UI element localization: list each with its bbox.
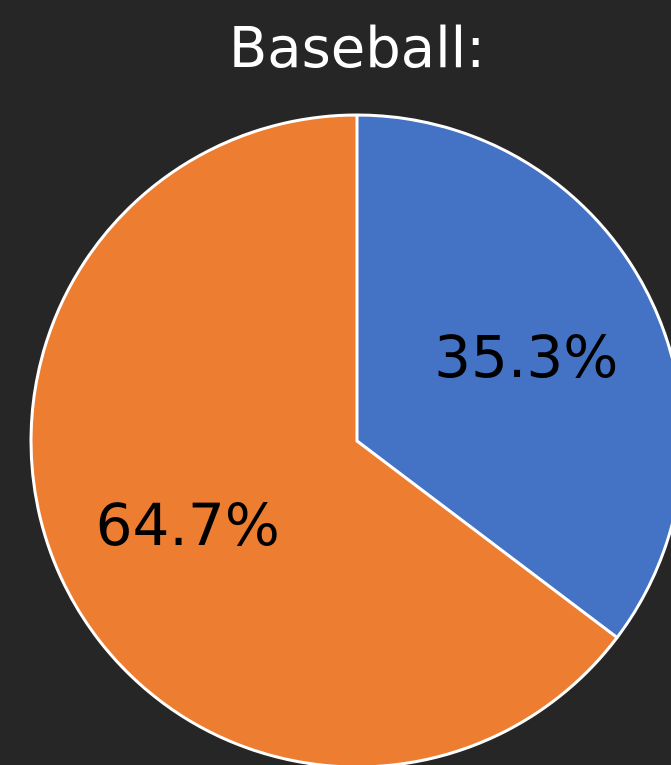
slice-label-0: 35.3% — [434, 323, 618, 391]
pie-slice-0 — [355, 113, 671, 640]
slice-label-1: 64.7% — [96, 491, 280, 559]
pie-slice-1 — [29, 113, 619, 765]
chart-title: Baseball: — [228, 16, 486, 81]
